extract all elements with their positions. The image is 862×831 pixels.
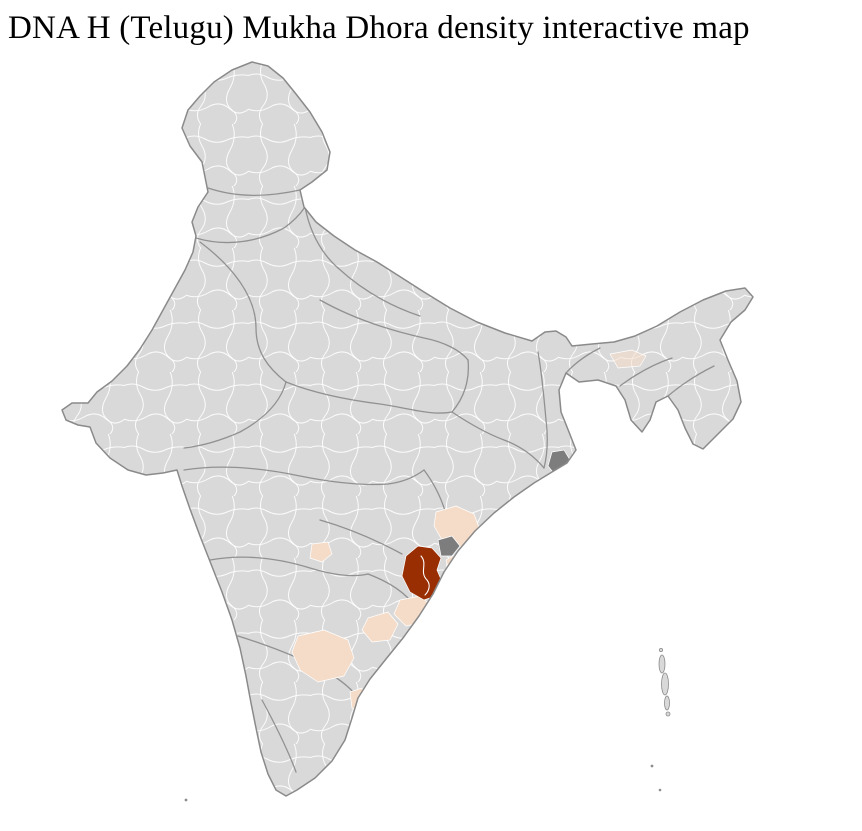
india-outline [61, 61, 754, 797]
small-islands [184, 764, 662, 802]
district-border-inside-highlight [420, 555, 430, 596]
andaman-islands[interactable] [658, 648, 671, 717]
district-no-data[interactable] [437, 535, 461, 557]
india-landmass[interactable] [40, 50, 770, 820]
district-highlight[interactable] [309, 541, 333, 563]
district-mesh [62, 62, 753, 796]
district-highlight[interactable] [609, 349, 647, 369]
page-title: DNA H (Telugu) Mukha Dhora density inter… [8, 10, 750, 46]
district-highlight[interactable] [291, 629, 355, 683]
district-highlight[interactable] [361, 611, 399, 643]
district-highlight[interactable] [353, 711, 365, 725]
density-highlights[interactable] [291, 349, 647, 725]
